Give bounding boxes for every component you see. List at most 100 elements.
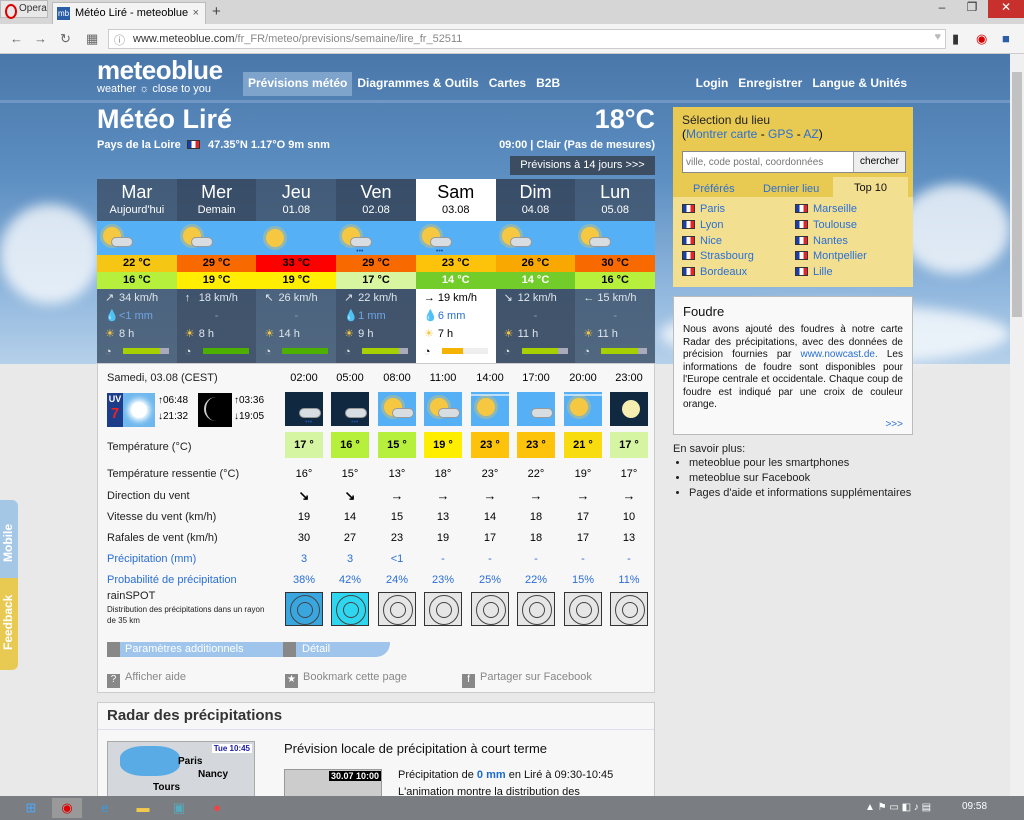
gps-link[interactable]: GPS — [768, 127, 794, 141]
wind-direction-icon: ← — [583, 292, 595, 304]
city-link[interactable]: Nice — [682, 235, 795, 250]
new-tab-button[interactable]: + — [212, 3, 221, 20]
minimize-icon[interactable]: – — [938, 0, 946, 14]
more-link-help[interactable]: Pages d'aide et informations supplémenta… — [689, 486, 913, 501]
search-button[interactable]: chercher — [853, 152, 905, 172]
window-close-icon[interactable]: ✕ — [988, 0, 1024, 18]
rainspot-icon[interactable] — [610, 592, 648, 626]
cloud-icon — [111, 237, 133, 247]
radar-subtitle: Prévision locale de précipitation à cour… — [284, 741, 548, 756]
site-info-icon[interactable]: ⓘ — [114, 35, 125, 47]
forecast-14-days-button[interactable]: Prévisions à 14 jours >>> — [510, 156, 655, 175]
radar-map[interactable]: Tue 10:45 Paris Nancy Tours — [107, 741, 255, 796]
ie-icon[interactable]: e — [101, 800, 109, 815]
day-card[interactable]: Mar Aujourd'hui 22 °C 16 °C ↗ 34 km/h 💧<1 mm ☀ 8… — [97, 179, 177, 363]
rainspot-icon[interactable] — [564, 592, 602, 626]
start-icon[interactable]: ⊞ — [25, 800, 37, 815]
cloud-icon — [429, 237, 452, 247]
nav-register[interactable]: Enregistrer — [738, 76, 803, 90]
detail-button[interactable]: Détail — [302, 643, 331, 655]
reload-icon[interactable]: ↻ — [60, 31, 71, 46]
hourly-temp: 15 ° — [378, 432, 416, 458]
forward-icon[interactable]: → — [34, 31, 47, 46]
day-card[interactable]: Ven 02.08 ••• 29 °C 17 °C ↗ 22 km/h 💧1 mm ☀ 9 h ◔ — [336, 179, 416, 363]
nav-b2b[interactable]: B2B — [536, 76, 561, 90]
precip-animation[interactable]: 30.07 10:00 — [284, 769, 382, 796]
scrollbar-thumb[interactable] — [1012, 72, 1022, 317]
day-card[interactable]: Lun 05.08 30 °C 16 °C ← 15 km/h - ☀ 11 h ◔ — [575, 179, 656, 363]
extension-icon[interactable]: ■ — [1002, 31, 1010, 46]
nowcast-link[interactable]: www.nowcast.de. — [800, 349, 878, 360]
day-card[interactable]: Dim 04.08 26 °C 14 °C ↘ 12 km/h - ☀ 11 h ◔ — [495, 179, 576, 363]
meteoblue-logo[interactable]: meteoblue — [97, 55, 223, 85]
speed-dial-icon[interactable]: ▦ — [86, 31, 99, 46]
tab-last-location[interactable]: Dernier lieu — [763, 183, 820, 195]
city-link[interactable]: Lyon — [682, 219, 795, 234]
explorer-icon[interactable]: ▬ — [136, 800, 150, 815]
help-link[interactable]: ? Afficher aide — [107, 671, 186, 688]
day-card[interactable]: Jeu 01.08 33 °C 19 °C ↖ 26 km/h - ☀ 14 h ◔ — [256, 179, 337, 363]
label-precip-probability[interactable]: Probabilité de précipitation — [107, 574, 237, 586]
rainspot-icon[interactable] — [517, 592, 555, 626]
browser-tab[interactable]: mb Météo Liré - meteoblue × — [52, 2, 206, 24]
city-link[interactable]: Strasbourg — [682, 250, 795, 265]
more-link-smartphones[interactable]: meteoblue pour les smartphones — [689, 456, 913, 471]
nav-previsions[interactable]: Prévisions météo — [243, 72, 353, 96]
opera-icon[interactable]: ◉ — [976, 31, 988, 46]
tray-icons[interactable]: ▲ ⚑ ▭ ◧ ♪ ▤ — [864, 802, 932, 813]
mobile-side-tab[interactable]: Mobile — [0, 500, 18, 578]
ccleaner-icon[interactable]: ● — [213, 800, 221, 815]
city-link[interactable]: Montpellier — [795, 250, 908, 265]
city-link[interactable]: Lille — [795, 266, 908, 281]
location-search-input[interactable] — [683, 152, 853, 172]
additional-params-button[interactable]: Paramètres additionnels — [125, 643, 244, 655]
radar-time: Tue 10:45 — [211, 744, 252, 753]
wind-speed: 14 — [483, 511, 497, 523]
opera-taskbar-icon[interactable]: ◉ — [52, 798, 82, 818]
label-wind-gusts: Rafales de vent (km/h) — [107, 532, 218, 544]
remote-desktop-icon[interactable]: ▣ — [172, 800, 186, 815]
bookmark-heart-icon[interactable]: ♥ — [934, 31, 941, 43]
tab-favorites[interactable]: Préférés — [693, 183, 735, 195]
city-link[interactable]: Toulouse — [795, 219, 908, 234]
label-precipitation[interactable]: Précipitation (mm) — [107, 553, 197, 565]
nav-login[interactable]: Login — [695, 76, 729, 90]
nav-cartes[interactable]: Cartes — [488, 76, 527, 90]
wind-direction-icon: ↘ — [298, 488, 310, 503]
az-link[interactable]: AZ — [803, 127, 819, 141]
tab-close-icon[interactable]: × — [192, 7, 199, 19]
city-link[interactable]: Bordeaux — [682, 266, 795, 281]
nav-language-units[interactable]: Langue & Unités — [812, 76, 907, 90]
opera-menu-button[interactable]: Opera — [0, 0, 48, 19]
bookmark-link[interactable]: ★ Bookmark cette page — [285, 671, 407, 688]
show-map-link[interactable]: Montrer carte — [686, 127, 758, 141]
moon-phase-icon — [198, 393, 232, 427]
city-link[interactable]: Marseille — [795, 203, 908, 218]
rainspot-icon[interactable] — [285, 592, 323, 626]
rainspot-icon[interactable] — [424, 592, 462, 626]
city-link[interactable]: Paris — [682, 203, 795, 218]
city-name: Lille — [813, 266, 833, 279]
day-card[interactable]: Sam 03.08 ••• 23 °C 14 °C → 19 km/h 💧6 mm ☀ 7 h ◔ — [415, 179, 496, 363]
feels-like: 18° — [434, 468, 452, 480]
predictability-icon: ◔ — [344, 346, 351, 358]
nav-diagrammes[interactable]: Diagrammes & Outils — [357, 76, 479, 90]
rainspot-icon[interactable] — [378, 592, 416, 626]
max-temp: 26 °C — [495, 255, 576, 272]
more-link-facebook[interactable]: meteoblue sur Facebook — [689, 471, 913, 486]
predictability-icon: ◔ — [105, 346, 112, 358]
tab-top10[interactable]: Top 10 — [833, 177, 908, 197]
facebook-share-link[interactable]: f Partager sur Facebook — [462, 671, 592, 688]
back-icon[interactable]: ← — [10, 31, 23, 46]
url-field[interactable]: ⓘ www.meteoblue.com/fr_FR/meteo/previsio… — [108, 29, 946, 49]
feels-like: 13° — [388, 468, 406, 480]
feedback-side-tab[interactable]: Feedback — [0, 578, 18, 670]
city-link[interactable]: Nantes — [795, 235, 908, 250]
day-card[interactable]: Mer Demain 29 °C 19 °C ↑ 18 km/h - ☀ 8 h ◔ — [176, 179, 257, 363]
rainspot-icon[interactable] — [331, 592, 369, 626]
rainspot-icon[interactable] — [471, 592, 509, 626]
location-info: Pays de la Loire 47.35°N 1.17°O 9m snm — [97, 139, 330, 151]
lightning-more-link[interactable]: >>> — [885, 419, 903, 430]
maximize-icon[interactable]: ❐ — [966, 0, 978, 14]
bookmarks-icon[interactable]: ▮ — [952, 31, 960, 46]
